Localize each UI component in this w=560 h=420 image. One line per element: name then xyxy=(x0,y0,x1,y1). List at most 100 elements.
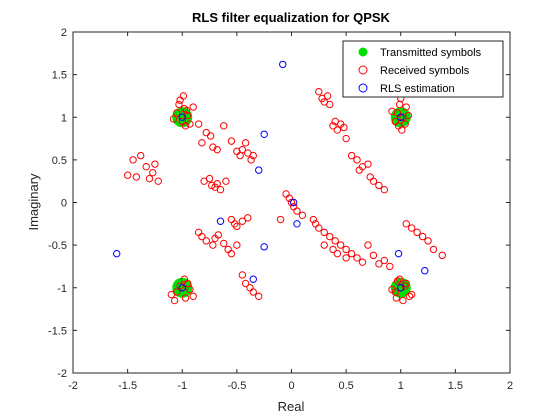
data-point-received-symbols xyxy=(399,296,407,305)
data-point-received-symbols xyxy=(241,139,250,147)
data-point-rls-estimation xyxy=(397,284,405,292)
data-point-received-symbols xyxy=(399,113,407,121)
chart-title: RLS filter equalization for QPSK xyxy=(192,10,391,25)
data-point-received-symbols xyxy=(238,217,247,225)
data-point-received-symbols xyxy=(198,139,206,147)
data-point-received-symbols xyxy=(249,151,257,160)
data-point-received-symbols xyxy=(347,249,356,258)
data-point-received-symbols xyxy=(386,262,394,271)
y-tick-label: 2 xyxy=(61,27,67,39)
data-point-received-symbols xyxy=(173,109,181,117)
data-point-received-symbols xyxy=(186,285,194,294)
data-point-received-symbols xyxy=(364,241,372,249)
data-point-received-symbols xyxy=(179,92,188,100)
legend-label-received: Received symbols xyxy=(380,65,470,77)
series-rls-estimation xyxy=(113,60,429,292)
data-point-rls-estimation xyxy=(421,267,429,275)
data-point-received-symbols xyxy=(206,132,215,140)
data-point-received-symbols xyxy=(392,294,401,302)
data-point-received-symbols xyxy=(209,241,217,249)
legend-marker-received xyxy=(358,65,368,75)
data-point-received-symbols xyxy=(154,177,162,185)
y-axis-label: Imaginary xyxy=(26,173,41,231)
x-tick-label: 1.5 xyxy=(448,380,463,392)
data-point-received-symbols xyxy=(213,180,221,188)
data-point-rls-estimation xyxy=(260,130,268,139)
y-tick-label: 0 xyxy=(61,198,67,210)
legend-box xyxy=(342,40,504,98)
data-point-received-symbols xyxy=(151,160,159,168)
y-tick-label: -1.5 xyxy=(48,325,67,337)
y-tick-label: -0.5 xyxy=(48,240,67,252)
data-point-received-symbols xyxy=(388,285,396,294)
data-point-received-symbols xyxy=(233,241,241,249)
data-point-received-symbols xyxy=(353,156,361,164)
data-point-received-symbols xyxy=(401,120,409,128)
data-point-received-symbols xyxy=(388,107,396,115)
data-point-received-symbols xyxy=(189,292,197,300)
data-point-received-symbols xyxy=(176,282,184,290)
data-point-received-symbols xyxy=(167,290,176,299)
data-point-rls-estimation xyxy=(394,249,403,258)
data-point-received-symbols xyxy=(353,254,361,262)
data-point-received-symbols xyxy=(149,168,157,177)
data-point-received-symbols xyxy=(342,134,350,143)
data-point-received-symbols xyxy=(132,173,141,181)
data-point-received-symbols xyxy=(347,151,356,160)
data-point-received-symbols xyxy=(287,198,296,207)
data-point-received-symbols xyxy=(249,288,257,296)
data-point-received-symbols xyxy=(395,100,404,109)
x-tick-label: 0 xyxy=(288,380,294,392)
data-point-received-symbols xyxy=(407,224,416,232)
data-point-received-symbols xyxy=(282,190,290,198)
data-point-received-symbols xyxy=(244,214,252,222)
data-point-received-symbols xyxy=(309,215,318,224)
data-point-received-symbols xyxy=(181,294,190,302)
x-axis-label: Real xyxy=(278,399,305,414)
data-point-received-symbols xyxy=(213,145,221,154)
data-point-received-symbols xyxy=(375,181,383,190)
data-point-received-symbols xyxy=(393,277,402,285)
data-point-received-symbols xyxy=(402,220,410,228)
data-point-received-symbols xyxy=(320,241,328,249)
data-point-rls-estimation xyxy=(260,243,268,251)
data-point-received-symbols xyxy=(186,120,194,128)
data-point-received-symbols xyxy=(238,145,247,154)
data-point-received-symbols xyxy=(407,290,416,299)
x-tick-label: 1 xyxy=(398,380,404,392)
data-point-rls-estimation xyxy=(397,113,405,121)
data-point-received-symbols xyxy=(247,156,255,164)
data-point-received-symbols xyxy=(404,111,413,120)
data-point-rls-estimation xyxy=(216,217,225,225)
data-point-received-symbols xyxy=(182,106,191,115)
data-point-received-symbols xyxy=(375,260,383,268)
data-point-received-symbols xyxy=(340,123,348,132)
data-point-received-symbols xyxy=(418,232,427,241)
data-point-received-symbols xyxy=(123,171,132,179)
data-point-received-symbols xyxy=(401,282,409,290)
data-point-received-symbols xyxy=(180,105,189,113)
data-point-received-symbols xyxy=(402,103,410,111)
data-point-received-symbols xyxy=(222,177,230,185)
data-point-received-symbols xyxy=(323,92,332,100)
data-point-received-symbols xyxy=(438,251,446,260)
y-tick-label: -2 xyxy=(57,368,67,380)
data-point-received-symbols xyxy=(145,174,154,183)
data-point-received-symbols xyxy=(184,111,192,120)
data-point-received-symbols xyxy=(398,126,406,134)
legend-marker-transmitted xyxy=(358,47,368,57)
data-point-received-symbols xyxy=(336,241,345,249)
data-point-received-symbols xyxy=(175,100,183,109)
data-point-received-symbols xyxy=(220,122,228,130)
data-point-received-symbols xyxy=(205,174,214,183)
data-point-received-symbols xyxy=(129,156,137,164)
data-point-received-symbols xyxy=(227,137,236,145)
data-point-received-symbols xyxy=(233,222,241,231)
data-point-rls-estimation xyxy=(249,275,257,283)
data-point-received-symbols xyxy=(276,215,285,224)
data-point-received-symbols xyxy=(198,232,206,241)
data-point-received-symbols xyxy=(241,279,250,288)
data-point-received-symbols xyxy=(358,258,367,266)
data-point-received-symbols xyxy=(333,126,342,134)
data-point-received-symbols xyxy=(255,292,263,300)
